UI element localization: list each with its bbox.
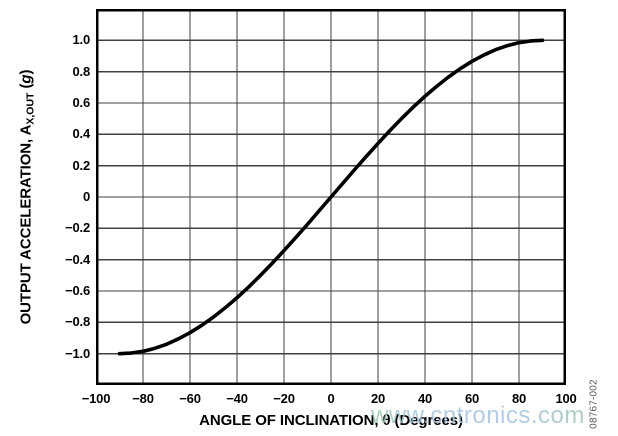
watermark: www.cntronics.com [371,402,585,429]
y-tick-label: −0.2 [65,220,90,236]
y-tick-label: 0.8 [72,63,91,79]
x-tick-label: −100 [81,391,111,406]
x-axis-title: ANGLE OF INCLINATION, θ (Degrees) [199,412,463,429]
y-axis-title-paren-open: ( [17,83,35,93]
y-tick-label: −0.4 [65,251,90,267]
x-tick-label: 100 [555,391,577,406]
x-tick-label: 20 [370,391,386,406]
plot-border [96,9,566,385]
y-axis-title-paren-close: ) [17,69,35,75]
x-tick-label: −60 [179,391,201,406]
y-axis-title-subscript: X,OUT [24,92,37,125]
y-tick-label: 0 [82,189,90,204]
plot-area [96,9,566,385]
x-tick-label: −20 [273,391,295,406]
x-tick-label: 0 [327,391,335,406]
y-tick-label: 1.0 [72,32,91,48]
y-tick-label: 0.6 [72,95,91,110]
y-tick-label: −0.6 [65,283,90,298]
x-tick-label: 40 [417,391,433,406]
y-axis-title-g-symbol: g [17,74,35,84]
x-tick-label: −40 [226,391,248,406]
y-tick-label: −1.0 [65,345,90,361]
y-tick-label: 0.2 [72,157,91,173]
y-tick-label: −0.8 [65,314,90,330]
y-tick-label: 0.4 [72,126,91,142]
y-axis-title-text: OUTPUT ACCELERATION, A [17,124,35,325]
x-tick-label: 80 [511,391,527,406]
data-curve [117,38,545,356]
x-tick-label: −80 [132,391,154,406]
y-axis-title: OUTPUT ACCELERATION, AX,OUT (g) [18,70,37,325]
x-tick-label: 60 [464,391,480,406]
figure-code: 08767-002 [588,379,600,429]
